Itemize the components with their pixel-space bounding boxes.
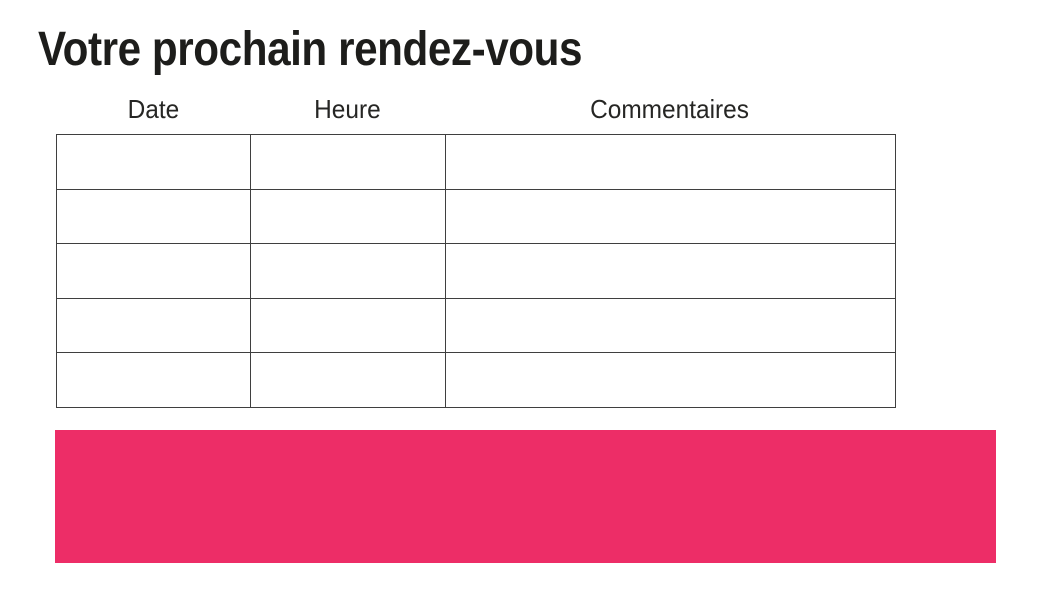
table-cell (250, 297, 446, 354)
table-row (56, 134, 896, 190)
appointments-table (56, 134, 896, 408)
table-cell (250, 352, 446, 408)
table-row (56, 297, 896, 354)
table-row (56, 352, 896, 408)
table-cell (445, 188, 896, 245)
column-header-heure: Heure (314, 94, 381, 124)
table-cell (56, 297, 251, 354)
table-cell (445, 297, 896, 354)
table-row (56, 188, 896, 245)
table-cell (445, 243, 896, 299)
table-cell (56, 134, 251, 190)
table-header-row: Date Heure Commentaires (56, 92, 895, 126)
column-header-date: Date (127, 94, 179, 124)
table-cell (445, 134, 896, 190)
table-cell (445, 352, 896, 408)
table-cell (250, 243, 446, 299)
table-cell (56, 352, 251, 408)
column-header-commentaires: Commentaires (590, 94, 750, 124)
table-cell (56, 188, 251, 245)
table-row (56, 243, 896, 299)
table-cell (56, 243, 251, 299)
pink-banner (55, 430, 996, 563)
page-title: Votre prochain rendez-vous (38, 23, 583, 76)
table-cell (250, 134, 446, 190)
table-cell (250, 188, 446, 245)
